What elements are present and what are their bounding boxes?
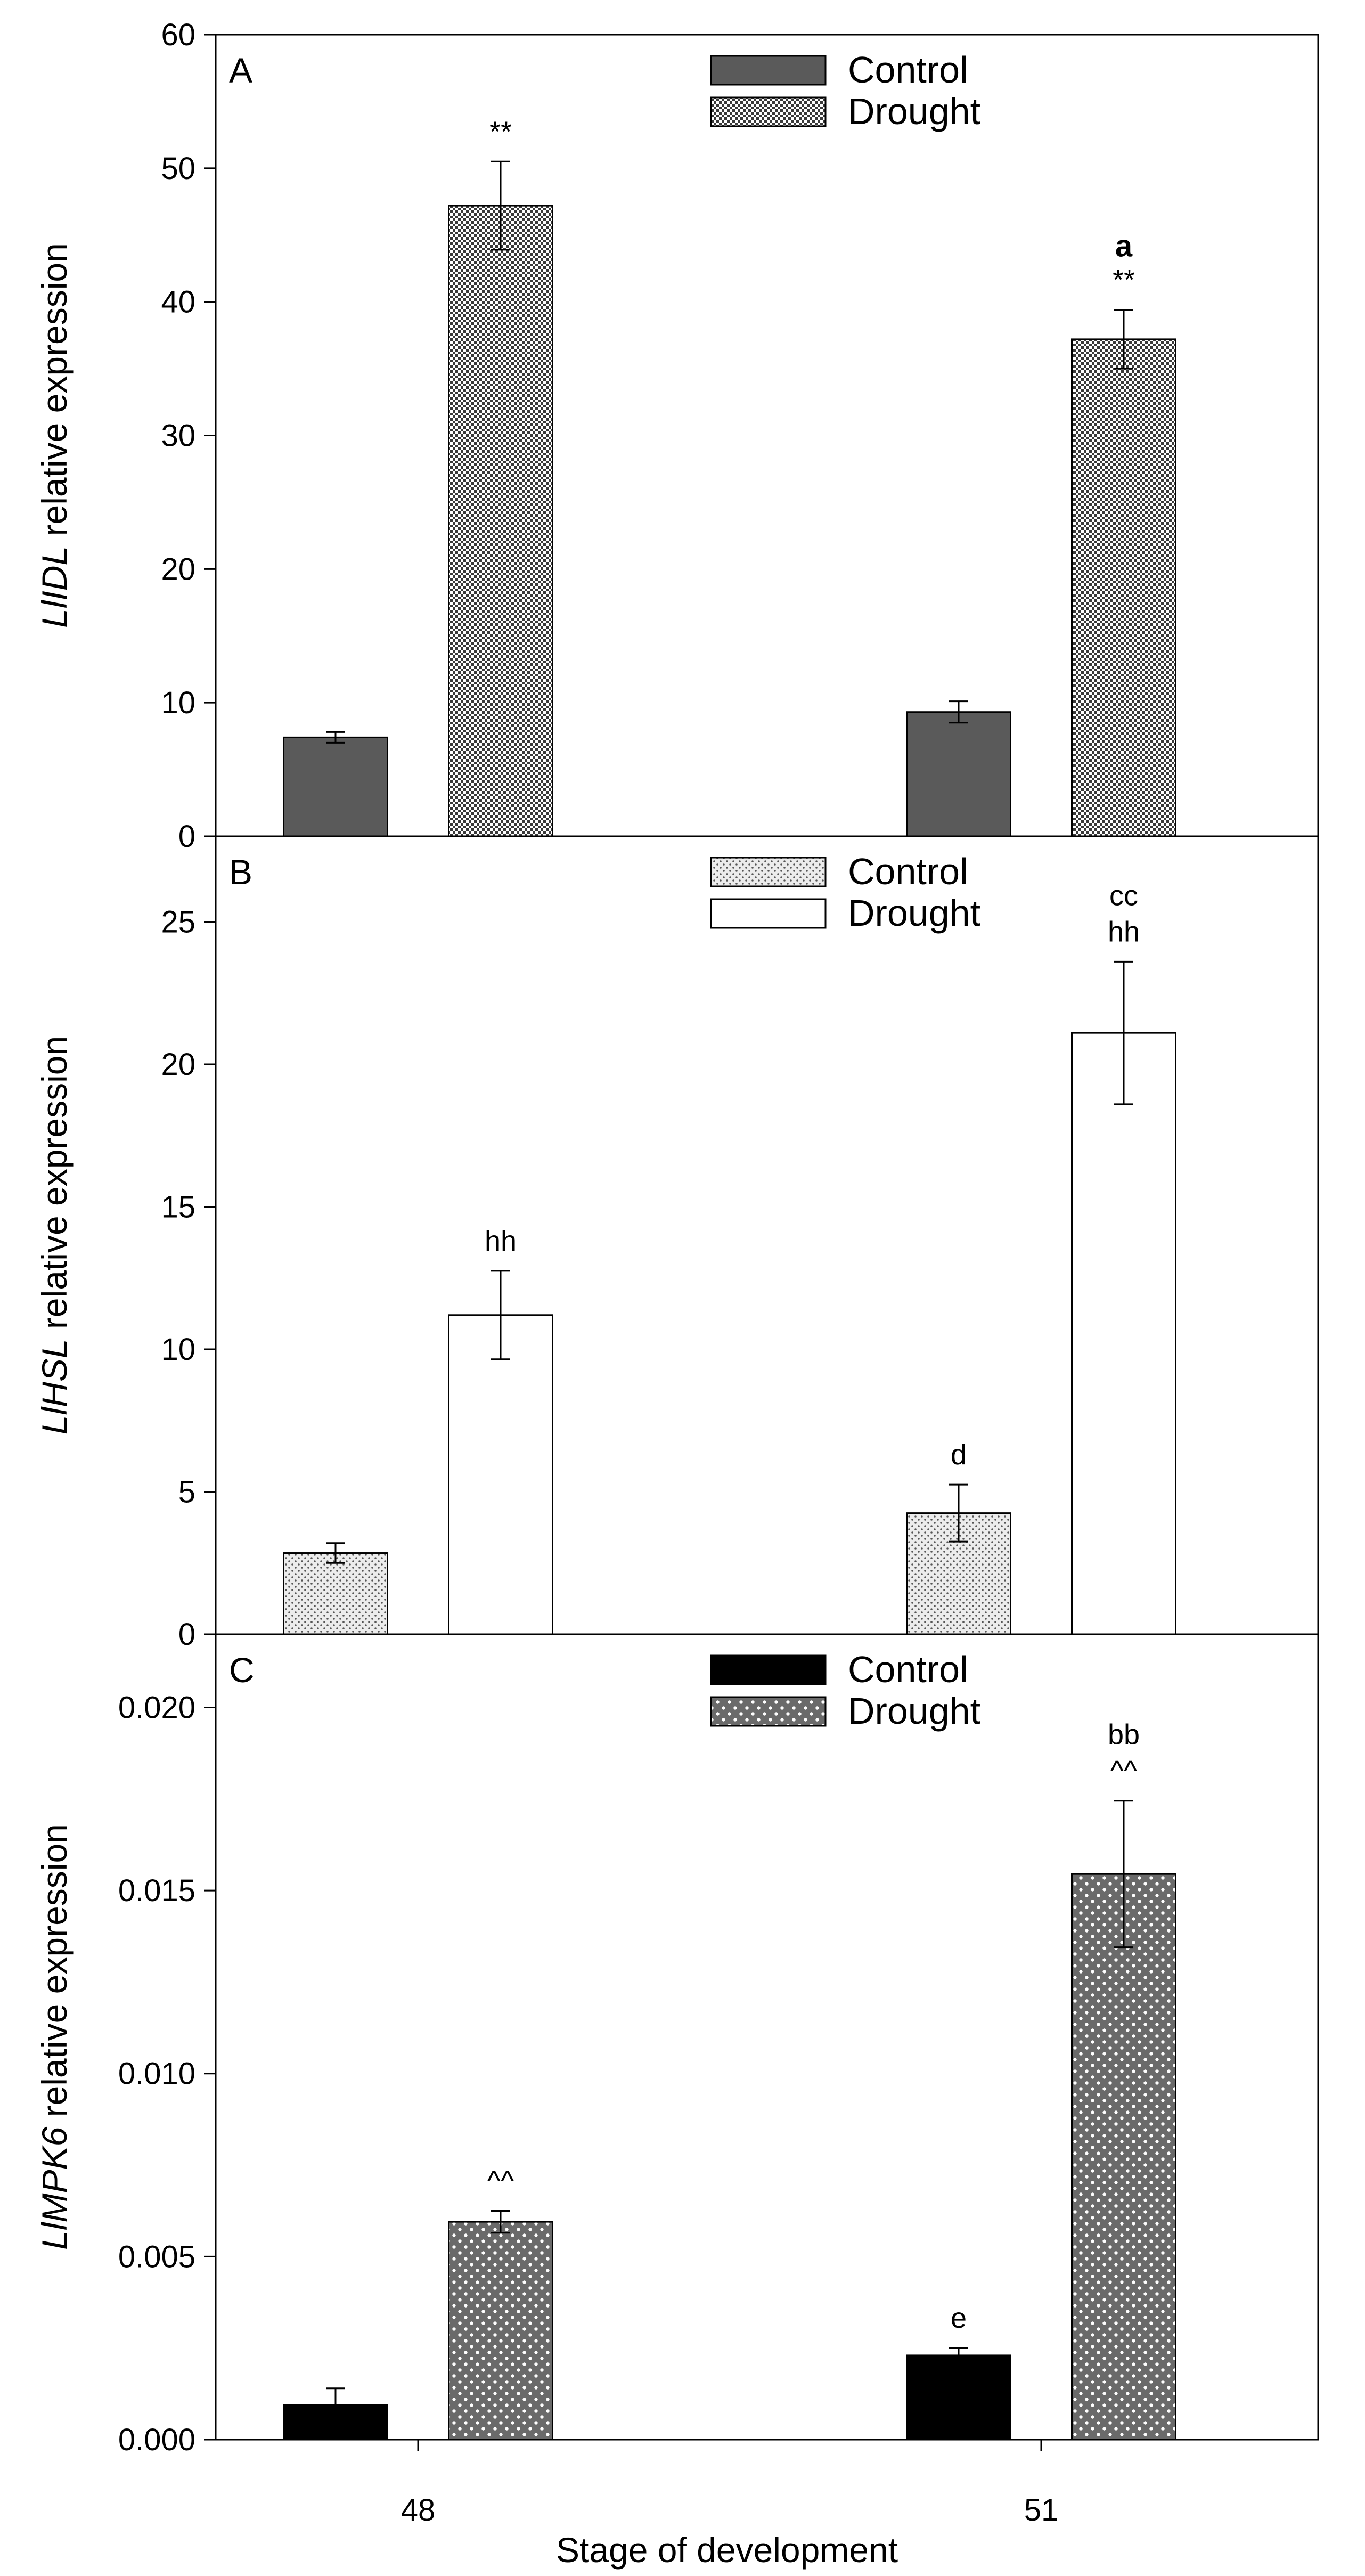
panel-a: 0 10 20 30 40 50 60 LlIDL relative expression A *… — [35, 18, 1319, 854]
bar-drought-48 — [448, 205, 553, 837]
y-tick-label: 0.010 — [118, 2057, 195, 2091]
legend-swatch-drought — [710, 1696, 827, 1727]
significance-label: hh — [485, 1225, 517, 1257]
y-tick-label: 0.015 — [118, 1873, 195, 1908]
error-bar — [491, 2210, 510, 2234]
significance-label-bold: a — [1115, 229, 1133, 264]
significance-label-top: bb — [1108, 1719, 1140, 1751]
bar-control-48 — [283, 736, 388, 837]
y-tick-label: 0.005 — [118, 2239, 195, 2274]
y-tick-label: 0.000 — [118, 2423, 195, 2457]
x-tick-label-51: 51 — [1024, 2493, 1059, 2528]
y-tick-label: 0 — [178, 819, 195, 854]
y-tick-label: 5 — [178, 1475, 195, 1510]
bar-control-51 — [906, 2354, 1011, 2441]
bar-drought-48 — [448, 1314, 553, 1635]
legend-swatch-control — [710, 55, 827, 86]
panel-letter: A — [229, 51, 252, 90]
bar-drought-48 — [448, 2221, 553, 2441]
panel-letter: B — [229, 852, 252, 892]
y-tick-label: 0.020 — [118, 1690, 195, 1725]
y-tick-label: 0 — [178, 1617, 195, 1652]
bar-drought-51 — [1071, 338, 1176, 837]
significance-label: hh — [1108, 916, 1140, 948]
y-axis-label: LlIDL relative expression — [35, 243, 74, 628]
legend-label-control: Control — [848, 1649, 968, 1690]
bar-drought-51 — [1071, 1873, 1176, 2441]
bar-drought-51 — [1071, 1032, 1176, 1635]
legend-swatch-drought — [710, 898, 827, 929]
y-axis-label: LlMPK6 relative expression — [35, 1824, 74, 2250]
significance-label: e — [951, 2302, 967, 2334]
significance-label: ** — [1113, 264, 1135, 296]
legend-swatch-control — [710, 1654, 827, 1685]
y-tick-label: 25 — [161, 905, 195, 940]
error-bar — [1114, 309, 1133, 370]
panel-letter: C — [229, 1650, 255, 1690]
bar-control-48 — [283, 1552, 388, 1635]
legend-swatch-drought — [710, 96, 827, 127]
panel-c: 0.000 0.005 0.010 0.015 0.020 LlMPK6 relative… — [35, 1633, 1319, 2457]
y-tick-label: 20 — [161, 552, 195, 586]
y-tick-label: 60 — [161, 18, 195, 52]
bar-control-51 — [906, 711, 1011, 837]
y-tick-label: 50 — [161, 151, 195, 186]
y-tick-label: 40 — [161, 285, 195, 320]
plot-frame — [215, 1633, 1319, 2441]
y-axis-label: LlHSL relative expression — [35, 1036, 74, 1434]
legend-label-drought: Drought — [848, 91, 980, 132]
y-tick-label: 10 — [161, 1332, 195, 1367]
legend-label-control: Control — [848, 851, 968, 892]
y-tick-label: 30 — [161, 419, 195, 453]
error-bar — [1114, 1800, 1133, 1949]
error-bar — [1114, 960, 1133, 1105]
legend-label-drought: Drought — [848, 1690, 980, 1732]
significance-label: ^^ — [1110, 1755, 1138, 1787]
error-bar — [949, 700, 968, 724]
legend-label-drought: Drought — [848, 892, 980, 934]
legend-swatch-control — [710, 857, 827, 887]
y-tick-label: 10 — [161, 686, 195, 720]
y-tick-label: 15 — [161, 1190, 195, 1225]
x-tick-label-48: 48 — [401, 2493, 436, 2528]
error-bar — [949, 2347, 968, 2364]
error-bar — [326, 2387, 345, 2423]
significance-label: d — [951, 1439, 967, 1471]
error-bar — [326, 731, 345, 744]
panel-b: 0 5 10 15 20 25 LlHSL relative expression Bd hh h… — [35, 835, 1319, 1652]
error-bar — [491, 1270, 510, 1360]
error-bar — [949, 1483, 968, 1543]
y-tick-label: 20 — [161, 1047, 195, 1082]
significance-label: ** — [489, 116, 512, 148]
x-axis-label: Stage of development — [556, 2530, 898, 2570]
significance-label: ^^ — [487, 2165, 514, 2197]
legend-label-control: Control — [848, 49, 968, 91]
significance-label-top: cc — [1109, 879, 1138, 911]
error-bar — [491, 160, 510, 251]
error-bar — [326, 1542, 345, 1564]
